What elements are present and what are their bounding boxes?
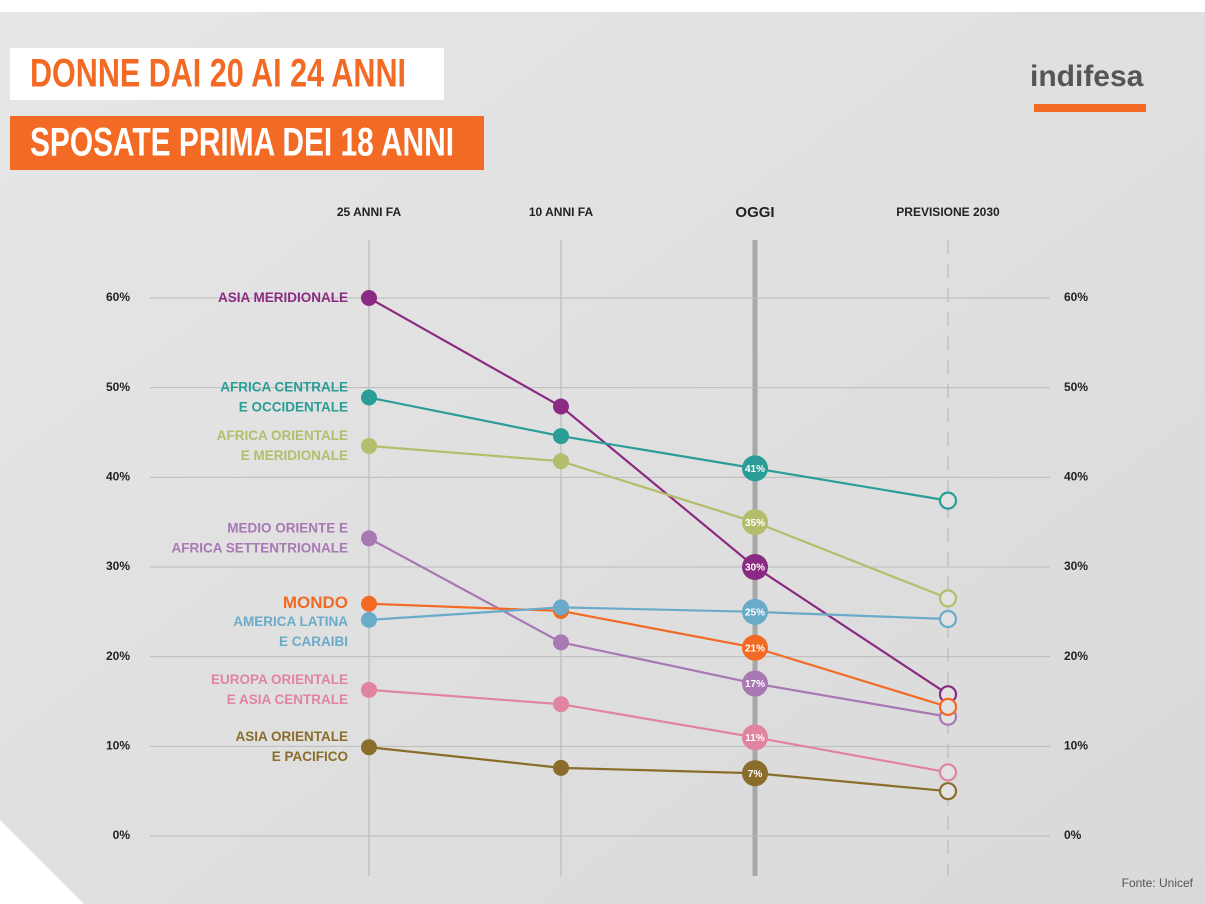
chart-subtitle: SPOSATE PRIMA DEI 18 ANNI [30, 121, 454, 165]
data-point [742, 509, 768, 536]
y-tick-label: 40% [106, 470, 130, 484]
series-label-line: AFRICA ORIENTALE [217, 428, 348, 443]
data-point [938, 697, 958, 716]
y-tick-label: 20% [106, 649, 130, 663]
data-label: 7% [748, 769, 763, 780]
data-point [553, 696, 569, 713]
series-label: AFRICA CENTRALE E OCCIDENTALE [220, 379, 348, 414]
data-point [938, 782, 958, 801]
y2-tick-label: 40% [1064, 470, 1088, 484]
series-line [368, 746, 949, 793]
series-label: MEDIO ORIENTE E AFRICA SETTENTRIONALE [172, 520, 349, 555]
series-label-line: E PACIFICO [272, 749, 348, 764]
source: Fonte: Unicef [1122, 876, 1194, 890]
y-tick-label: 50% [106, 380, 130, 394]
data-point [361, 437, 377, 454]
data-label: 11% [745, 733, 765, 744]
series-label-line: E ASIA CENTRALE [227, 691, 348, 706]
data-point [361, 290, 377, 306]
series-label-line: E OCCIDENTALE [239, 399, 348, 414]
data-point [742, 598, 768, 625]
series-label-line: ASIA ORIENTALE [235, 729, 348, 744]
data-point [361, 611, 377, 628]
series-label-line: MONDO [283, 593, 348, 612]
data-point [553, 398, 569, 415]
data-point [361, 681, 377, 698]
data-point [938, 589, 958, 608]
data-point [938, 491, 958, 510]
data-point [553, 599, 569, 616]
y2-tick-label: 50% [1064, 380, 1088, 394]
series-line [368, 537, 949, 718]
x-tick-label: 25 ANNI FA [337, 205, 402, 219]
data-label: 25% [745, 607, 765, 618]
y2-tick-label: 0% [1064, 828, 1082, 842]
data-point [361, 530, 377, 547]
y2-tick-label: 60% [1064, 290, 1088, 304]
data-point [361, 595, 377, 612]
y-tick-label: 0% [113, 828, 131, 842]
series-label: ASIA ORIENTALE E PACIFICO [235, 729, 348, 764]
y2-tick-label: 30% [1064, 559, 1088, 573]
series-line [368, 606, 949, 622]
series-label-line: E MERIDIONALE [241, 448, 348, 463]
series-line [368, 688, 949, 774]
series-label: AFRICA ORIENTALE E MERIDIONALE [217, 428, 348, 463]
logo: indifesa [1030, 60, 1144, 93]
series-label: AMERICA LATINA E CARAIBI [233, 613, 348, 648]
series-label: ASIA MERIDIONALE [218, 290, 348, 305]
x-tick-label: 10 ANNI FA [529, 205, 594, 219]
series-line [368, 444, 949, 600]
series-label: EUROPA ORIENTALE E ASIA CENTRALE [211, 671, 348, 706]
series-label-line: AFRICA CENTRALE [220, 379, 348, 394]
title-box [10, 48, 444, 100]
data-point [742, 554, 768, 580]
series-label-line: EUROPA ORIENTALE [211, 671, 348, 686]
series-label-line: AFRICA SETTENTRIONALE [172, 540, 349, 555]
series-label-line: E CARAIBI [279, 633, 348, 648]
data-point [553, 428, 569, 445]
series-line [368, 297, 949, 696]
data-point [553, 453, 569, 470]
data-point [742, 455, 768, 482]
chart-title: DONNE DAI 20 AI 24 ANNI [30, 52, 406, 96]
subtitle-box [10, 116, 484, 170]
data-point [361, 389, 377, 406]
data-point [742, 634, 768, 661]
data-point [742, 670, 768, 697]
data-point [742, 724, 768, 751]
corner [0, 820, 84, 904]
series-label-line: ASIA MERIDIONALE [218, 290, 348, 305]
data-label: 35% [745, 518, 765, 529]
y2-tick-label: 10% [1064, 739, 1088, 753]
series-label-line: MEDIO ORIENTE E [227, 520, 348, 535]
x-tick-label: PREVISIONE 2030 [896, 205, 1000, 219]
series-line [368, 396, 949, 502]
data-point [938, 609, 958, 629]
data-label: 30% [745, 563, 765, 574]
series-line [368, 602, 949, 708]
series-label: MONDO [283, 593, 348, 612]
x-tick-label: OGGI [735, 204, 774, 221]
y-tick-label: 60% [106, 290, 130, 304]
data-label: 21% [745, 643, 765, 654]
data-label: 17% [745, 679, 765, 690]
y2-tick-label: 20% [1064, 649, 1088, 663]
data-point [553, 759, 569, 776]
logo-bar [1034, 104, 1146, 112]
data-point [742, 760, 768, 787]
data-point [938, 763, 958, 782]
y-tick-label: 10% [106, 739, 130, 753]
series-label-line: AMERICA LATINA [233, 613, 348, 628]
y-tick-label: 30% [106, 559, 130, 573]
data-point [553, 634, 569, 651]
data-point [361, 739, 377, 756]
data-label: 41% [745, 464, 765, 475]
